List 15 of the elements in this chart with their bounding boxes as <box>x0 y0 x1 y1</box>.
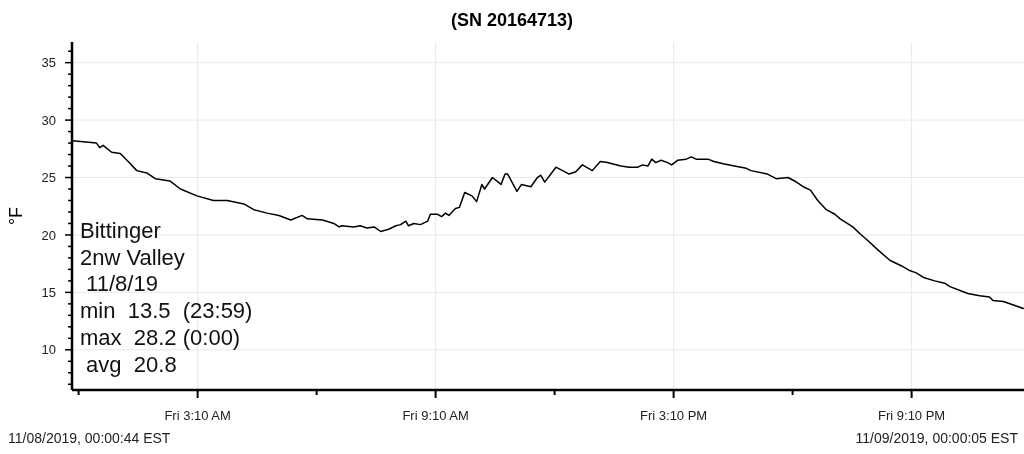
x-tick-label: Fri 9:10 PM <box>878 408 946 423</box>
y-tick-label: 35 <box>41 55 56 71</box>
x-tick-label: Fri 3:10 AM <box>164 408 231 423</box>
annotation: Bittinger 2nw Valley 11/8/19 min 13.5 (23:59) max 28.2 (0:00) avg 20.8 <box>80 218 253 377</box>
y-tick-label: 10 <box>41 342 56 358</box>
text: 11/09/2019, 00:00:05 EST <box>855 430 1019 446</box>
x-tick-label: Fri 3:10 PM <box>640 408 708 423</box>
y-tick-label: 25 <box>41 170 56 186</box>
y-axis-title: °F <box>6 206 26 226</box>
y-tick-label: 15 <box>41 284 56 300</box>
y-tick-label: 20 <box>41 227 56 243</box>
y-tick-label: 30 <box>41 112 56 128</box>
x-tick-label: Fri 9:10 AM <box>402 408 469 423</box>
text: 11/08/2019, 00:00:44 EST <box>8 430 171 446</box>
chart-title: (SN 20164713) <box>450 10 574 30</box>
